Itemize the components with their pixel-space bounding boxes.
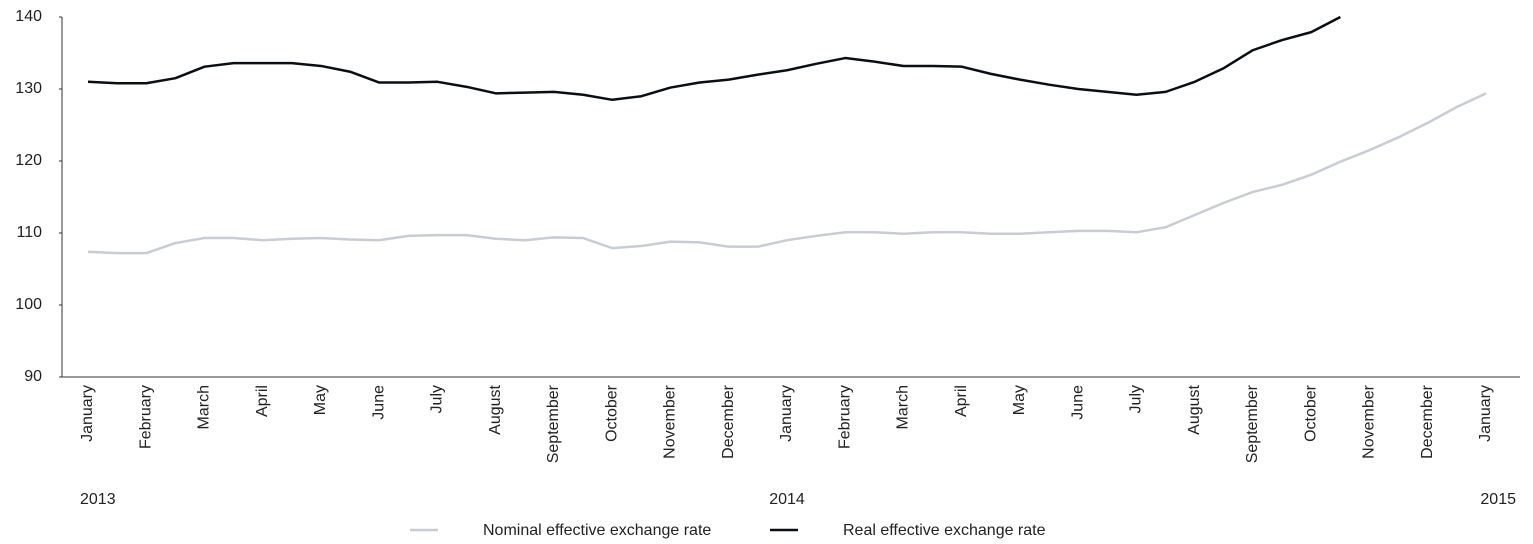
- y-tick-label: 110: [16, 224, 42, 241]
- x-tick-label: January: [1477, 385, 1494, 442]
- x-tick-label: October: [603, 384, 620, 442]
- x-tick-label: January: [79, 385, 96, 442]
- y-tick-label: 130: [15, 80, 42, 97]
- series-line: [87, 92, 1487, 255]
- x-tick-label: August: [487, 384, 504, 434]
- x-tick-label: September: [545, 384, 562, 463]
- x-tick-label: October: [1302, 384, 1319, 442]
- x-tick-label: January: [778, 385, 795, 442]
- x-tick-label: May: [312, 385, 329, 415]
- x-tick-label: December: [1419, 384, 1436, 458]
- x-tick-label: June: [370, 385, 387, 420]
- x-tick-label: September: [1244, 384, 1261, 463]
- year-label: 2013: [80, 491, 116, 508]
- x-tick-label: July: [1128, 385, 1145, 413]
- legend-label: Nominal effective exchange rate: [483, 522, 711, 539]
- x-tick-label: July: [429, 385, 446, 413]
- y-tick-label: 120: [15, 152, 42, 169]
- x-tick-label: February: [836, 385, 853, 449]
- series-line: [87, 15, 1341, 102]
- y-tick-label: 90: [24, 368, 42, 385]
- x-tick-label: March: [895, 385, 912, 429]
- year-label: 2015: [1480, 491, 1516, 508]
- x-tick-label: February: [137, 385, 154, 449]
- x-tick-label: May: [1011, 385, 1028, 415]
- x-tick-label: November: [1361, 384, 1378, 458]
- year-label: 2014: [769, 491, 805, 508]
- x-tick-label: December: [720, 384, 737, 458]
- legend-label: Real effective exchange rate: [843, 522, 1046, 539]
- x-tick-label: March: [196, 385, 213, 429]
- y-tick-label: 100: [15, 296, 42, 313]
- x-tick-label: April: [254, 385, 271, 417]
- x-tick-label: August: [1186, 384, 1203, 434]
- y-tick-label: 140: [15, 8, 42, 25]
- x-tick-label: April: [953, 385, 970, 417]
- x-tick-label: November: [662, 384, 679, 458]
- x-tick-label: June: [1069, 385, 1086, 420]
